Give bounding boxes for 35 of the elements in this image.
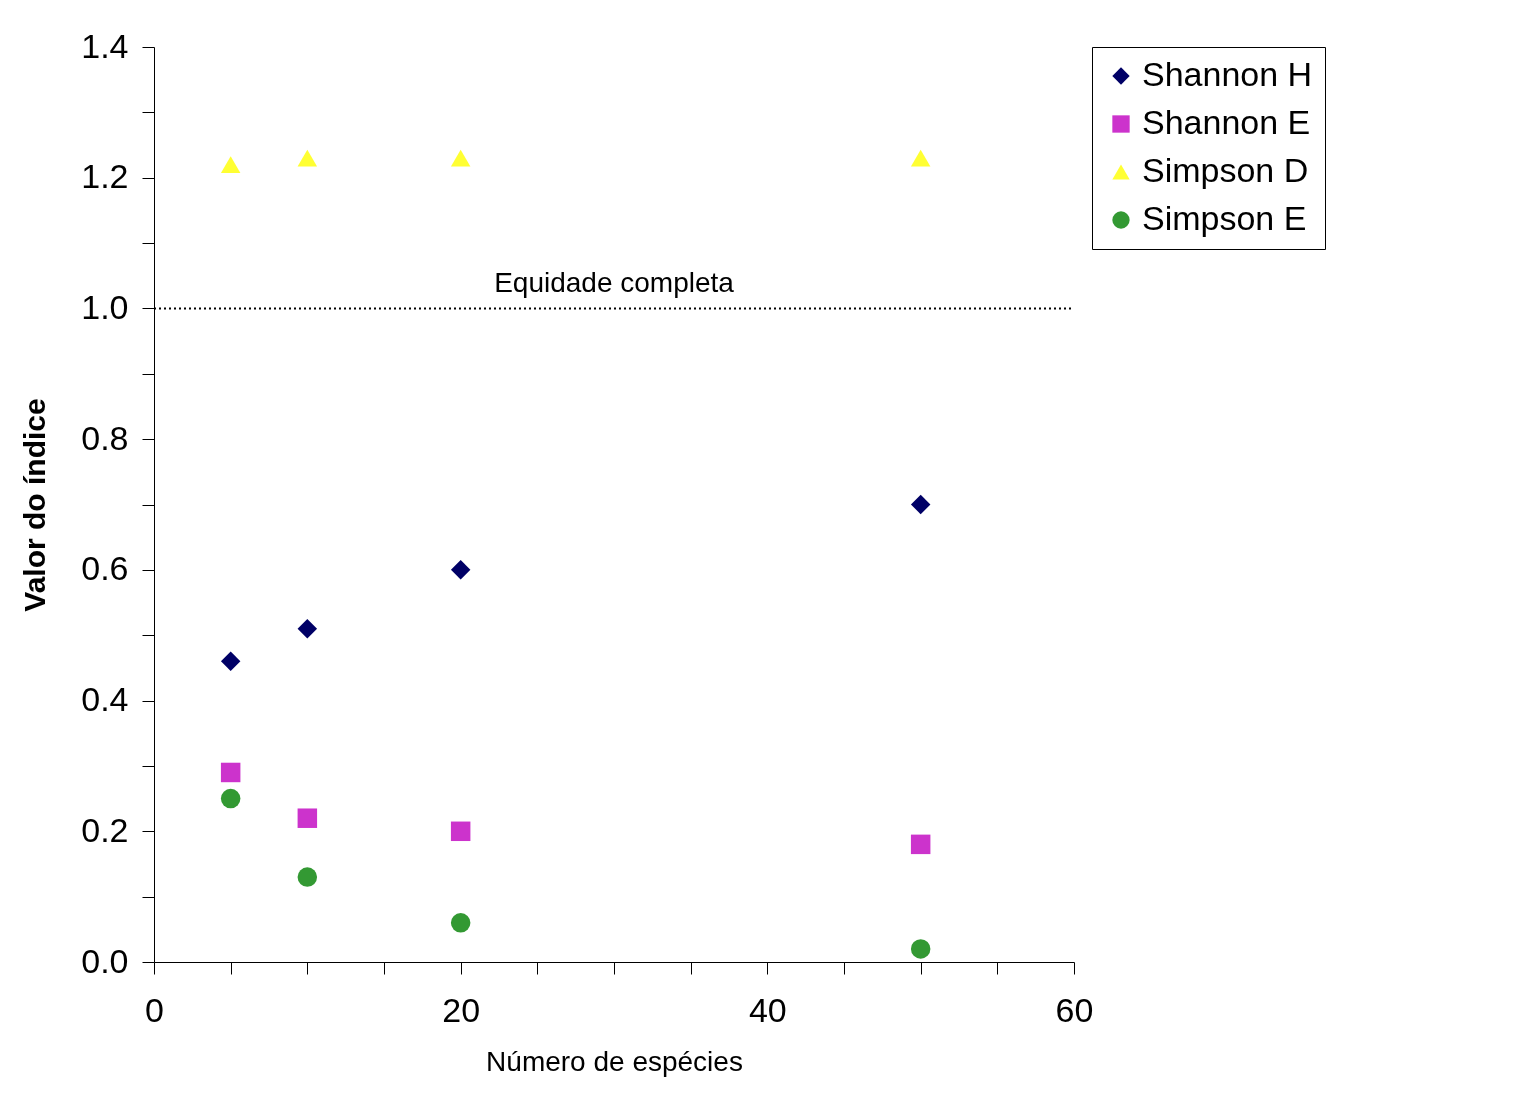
x-tick-label: 60 [1055,990,1094,1029]
point [220,788,241,809]
point [910,494,931,515]
y-tick-label: 0.4 [81,680,129,719]
point [450,821,471,842]
point [220,651,241,672]
x-tick-label: 0 [145,990,164,1029]
legend-label: Simpson E [1142,199,1307,237]
x-tick-label: 40 [748,990,787,1029]
point [450,149,471,167]
y-tick-label: 0.2 [81,810,129,849]
point [220,762,241,783]
x-axis-title: Número de espécies [486,1045,743,1077]
point [297,867,318,887]
y-axis-title: Valor do índice [18,398,52,612]
y-tick-label: 0.8 [81,418,129,457]
legend-label: Simpson D [1142,151,1309,189]
point [297,808,318,828]
point [910,149,931,167]
point [297,149,318,167]
legend-label: Shannon H [1142,55,1313,93]
y-tick-label: 1.0 [81,287,129,326]
ref-line-label: Equidade completa [494,267,735,299]
legend-label: Shannon E [1142,103,1311,141]
point [220,156,241,174]
point [910,939,931,959]
y-tick-label: 0.0 [81,941,129,980]
y-tick-label: 0.6 [81,549,129,588]
point [297,618,318,639]
point [450,913,471,933]
point [450,560,471,580]
point [910,834,931,855]
y-tick-label: 1.2 [81,157,129,196]
y-tick-label: 1.4 [81,26,129,65]
x-tick-label: 20 [442,990,481,1029]
